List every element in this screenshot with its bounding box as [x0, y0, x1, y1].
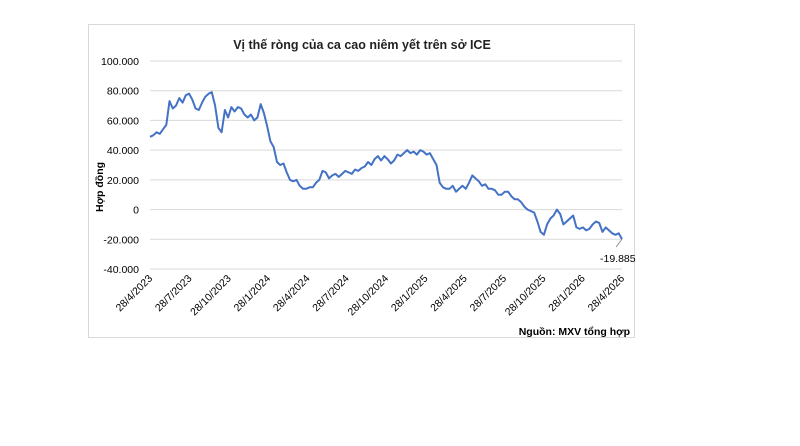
x-tick-label: 28/4/2026	[586, 273, 628, 315]
x-tick-label: 28/1/2026	[546, 273, 588, 315]
x-tick-label: 28/7/2023	[153, 273, 195, 315]
x-tick-label: 28/4/2025	[428, 273, 470, 315]
series-layer	[149, 91, 623, 248]
net-position-chart: Vị thế ròng của ca cao niêm yết trên sở …	[94, 38, 636, 338]
x-tick-label: 28/1/2025	[389, 273, 431, 315]
y-axis-label: Hợp đồng	[94, 162, 106, 212]
y-tick-label: 100.000	[101, 56, 139, 68]
x-tick-label: 28/7/2025	[468, 273, 510, 315]
y-tick-label: -20.000	[103, 234, 139, 246]
chart-title: Vị thế ròng của ca cao niêm yết trên sở …	[233, 38, 491, 52]
y-tick-label: 40.000	[107, 145, 139, 157]
x-tick-label: 28/10/2025	[503, 273, 549, 319]
last-value-label: -19.885	[600, 253, 636, 265]
x-axis-ticks: 28/4/202328/7/202328/10/202328/1/202428/…	[114, 273, 628, 319]
y-axis-ticks: -40.000 -20.000 0 20.000 40.000 60.000 80.000 1…	[101, 56, 139, 276]
x-tick-label: 28/4/2024	[271, 273, 313, 315]
x-tick-label: 28/1/2024	[232, 273, 274, 315]
x-tick-label: 28/7/2024	[310, 273, 352, 315]
source-note: Nguồn: MXV tổng hợp	[519, 326, 630, 338]
x-tick-label: 28/10/2024	[345, 273, 391, 319]
x-tick-label: 28/10/2023	[188, 273, 234, 319]
series-line	[149, 91, 623, 240]
y-tick-label: 80.000	[107, 86, 139, 98]
y-tick-label: 20.000	[107, 175, 139, 187]
gridlines	[150, 60, 622, 270]
x-tick-label: 28/4/2023	[114, 273, 156, 315]
y-tick-label: -40.000	[103, 264, 139, 276]
chart-frame: Vị thế ròng của ca cao niêm yết trên sở …	[88, 24, 636, 338]
y-tick-label: 60.000	[107, 115, 139, 127]
y-tick-label: 0	[133, 205, 139, 217]
label-leader-line	[615, 238, 623, 248]
